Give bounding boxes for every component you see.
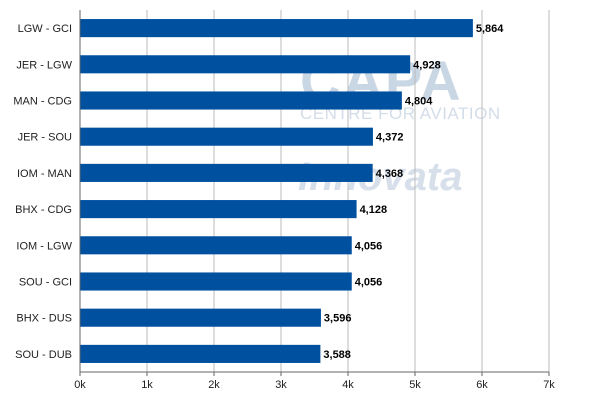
value-labels: 5,864 4,928 4,804 4,372 4,368 4,128 4,056 4,056… [323,23,504,361]
bar [80,272,352,291]
bar [80,200,357,219]
value-label: 4,056 [355,277,383,289]
category-label: IOM - LGW [16,240,72,252]
category-label: BHX - CDG [15,204,72,216]
x-tick-label: 7k [543,379,555,391]
bar [80,308,321,327]
x-axis: 0k 1k 2k 3k 4k 5k 6k 7k [74,10,555,391]
bar [80,163,373,182]
value-label: 4,804 [405,96,433,108]
value-label: 4,128 [360,204,388,216]
category-label: MAN - CDG [13,96,72,108]
value-label: 4,372 [376,132,404,144]
x-tick-label: 3k [275,379,287,391]
x-tick-label: 2k [208,379,220,391]
category-label: LGW - GCI [18,23,72,35]
value-label: 4,928 [413,59,441,71]
category-label: BHX - DUS [16,313,72,325]
bar [80,127,373,146]
category-label: JER - SOU [18,132,72,144]
bar [80,236,352,255]
category-label: SOU - DUB [15,349,72,361]
x-tick-label: 1k [141,379,153,391]
value-label: 4,056 [355,240,383,252]
category-label: SOU - GCI [19,277,72,289]
x-tick-label: 6k [476,379,488,391]
x-tick-label: 5k [409,379,421,391]
bar [80,344,321,363]
bars [80,19,473,363]
value-label: 3,596 [324,313,352,325]
value-label: 3,588 [323,349,351,361]
category-label: IOM - MAN [17,168,72,180]
x-tick-label: 4k [342,379,354,391]
category-labels: LGW - GCI JER - LGW MAN - CDG JER - SOU IOM … [13,23,72,361]
bar [80,55,411,74]
bar [80,91,402,110]
value-label: 4,368 [376,168,404,180]
bar [80,19,473,38]
x-tick-label: 0k [74,379,86,391]
category-label: JER - LGW [16,59,72,71]
value-label: 5,864 [476,23,504,35]
